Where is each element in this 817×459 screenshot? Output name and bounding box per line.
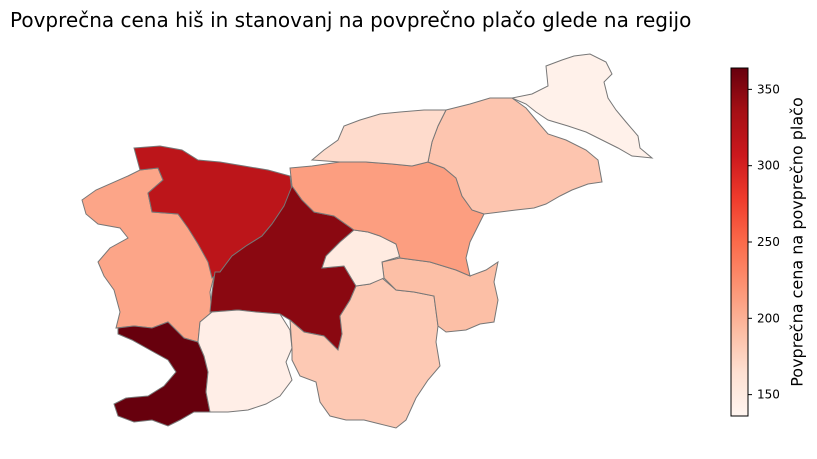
colorbar-tick-label: 350 <box>757 82 780 96</box>
colorbar-tick-label: 250 <box>757 235 780 249</box>
region-4[interactable] <box>197 309 293 413</box>
map-title: Povprečna cena hiš in stanovanj na povpr… <box>10 8 692 32</box>
region-9[interactable] <box>427 97 603 215</box>
regions-layer <box>81 53 654 429</box>
colorbar-tick-label: 200 <box>757 311 780 325</box>
colorbar-ticks: 150 200 250 300 350 <box>748 82 780 402</box>
colorbar-tick-label: 150 <box>757 388 780 402</box>
colorbar-gradient <box>730 67 749 417</box>
colorbar-tick-label: 300 <box>757 159 780 173</box>
colorbar-label: Povprečna cena na povprečno plačo <box>787 97 807 387</box>
region-5[interactable] <box>289 277 441 429</box>
region-10[interactable] <box>510 53 654 159</box>
region-11[interactable] <box>310 109 447 167</box>
region-3[interactable] <box>113 321 211 427</box>
